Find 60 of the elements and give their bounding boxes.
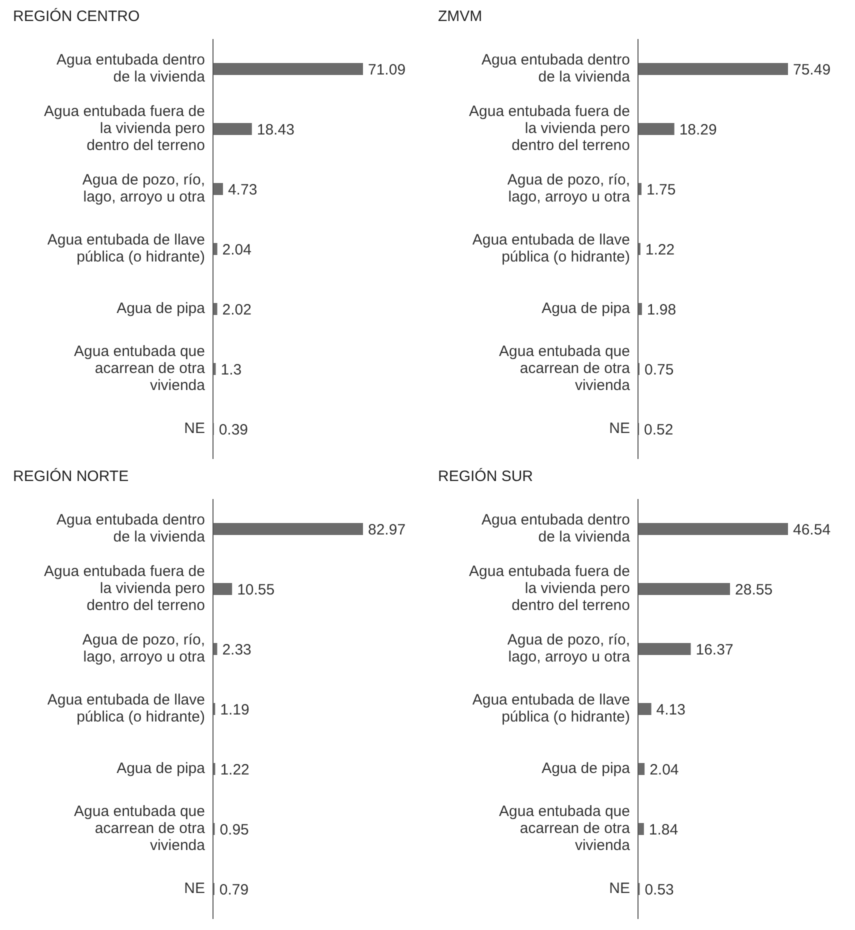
data-label: 2.33	[222, 641, 252, 658]
y-tick-label: Agua entubada que acarrean de otra vivienda	[499, 342, 631, 394]
text: REGIÓN CENTRO	[12, 8, 141, 27]
y-tick-label: Agua de pozo, río, lago, arroyo u otra	[82, 631, 206, 666]
y-tick-label: NE	[609, 420, 630, 437]
data-label: 1.3	[220, 361, 242, 378]
y-tick-label: Agua entubada de llave pública (o hidrante)	[472, 231, 630, 266]
y-tick-label: NE	[609, 880, 630, 897]
data-label: 1.22	[645, 241, 675, 258]
text: ZMVM	[437, 8, 484, 27]
text: REGIÓN NORTE	[12, 468, 130, 487]
data-label: 0.53	[644, 881, 674, 898]
y-tick-label: Agua de pozo, río, lago, arroyo u otra	[507, 171, 631, 206]
data-label: 18.29	[679, 121, 717, 138]
text: REGIÓN SUR	[437, 468, 534, 487]
data-label: 71.09	[368, 61, 406, 78]
data-label: 1.75	[646, 181, 676, 198]
y-tick-label: Agua entubada de llave pública (o hidrante)	[472, 691, 630, 726]
y-tick-label: Agua entubada de llave pública (o hidrante)	[47, 231, 205, 266]
y-tick-label: Agua de pipa	[116, 300, 206, 317]
data-label: 28.55	[735, 581, 773, 598]
y-tick-label: Agua entubada que acarrean de otra vivienda	[74, 802, 206, 854]
data-label: 0.39	[218, 421, 248, 438]
y-tick-label: Agua entubada dentro de la vivienda	[482, 511, 631, 546]
data-label: 16.37	[696, 641, 734, 658]
y-tick-label: Agua entubada dentro de la vivienda	[56, 511, 206, 546]
y-tick-label: Agua entubada fuera de la vivienda pero dentro del terreno	[469, 102, 630, 154]
data-label: 0.75	[644, 361, 674, 378]
y-tick-label: NE	[184, 880, 205, 897]
y-tick-label: Agua entubada dentro de la vivienda	[56, 51, 206, 86]
data-label: 4.73	[228, 181, 258, 198]
y-tick-label: Agua entubada fuera de la vivienda pero dentro del terreno	[469, 562, 630, 614]
data-label: 1.84	[648, 821, 678, 838]
y-tick-label: Agua de pipa	[542, 760, 631, 777]
data-label: 46.54	[793, 521, 831, 538]
y-tick-label: Agua entubada de llave pública (o hidrante)	[47, 691, 205, 726]
data-label: 82.97	[368, 521, 406, 538]
data-label: 0.52	[644, 421, 674, 438]
y-tick-label: Agua entubada fuera de la vivienda pero dentro del terreno	[44, 562, 205, 614]
y-tick-label: Agua de pipa	[542, 300, 631, 317]
data-label: 1.19	[220, 701, 250, 718]
y-tick-label: Agua de pozo, río, lago, arroyo u otra	[82, 171, 206, 206]
y-tick-label: Agua de pozo, río, lago, arroyo u otra	[507, 631, 631, 666]
data-label: 10.55	[237, 581, 275, 598]
data-label: 1.22	[220, 761, 250, 778]
data-label: 0.95	[220, 821, 249, 838]
data-label: 75.49	[793, 61, 831, 78]
y-tick-label: NE	[184, 420, 205, 437]
y-tick-label: Agua entubada que acarrean de otra vivienda	[74, 342, 206, 394]
y-tick-label: Agua entubada que acarrean de otra vivienda	[499, 802, 631, 854]
data-label: 1.98	[646, 301, 676, 318]
data-label: 2.02	[222, 301, 252, 318]
y-tick-label: Agua de pipa	[116, 760, 206, 777]
data-label: 2.04	[222, 241, 252, 258]
data-label: 0.79	[219, 881, 249, 898]
data-label: 4.13	[656, 701, 686, 718]
y-tick-label: Agua entubada dentro de la vivienda	[482, 51, 631, 86]
data-label: 2.04	[650, 761, 679, 778]
data-label: 18.43	[256, 121, 294, 138]
y-tick-label: Agua entubada fuera de la vivienda pero dentro del terreno	[44, 102, 205, 154]
